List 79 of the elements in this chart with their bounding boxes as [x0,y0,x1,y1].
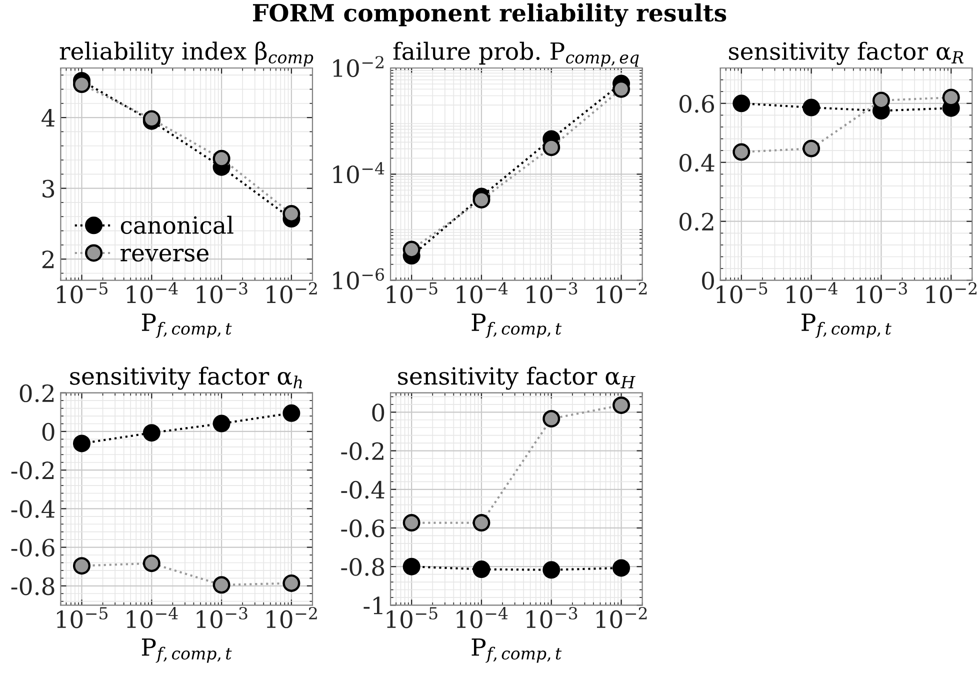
x-tick-label: 10$^{−4}$ [456,282,508,304]
y-tick-label: 10$^{−2}$ [333,56,384,78]
x-tick-label: 10$^{−5}$ [386,607,438,628]
y-tick-label: 2 [42,250,54,268]
chart-title: failure prob. P$_{comp,eq}$ [393,42,639,67]
point [612,559,630,577]
x-tick-label: 10$^{−5}$ [716,282,768,304]
x-tick-label: 10$^{−3}$ [196,606,248,628]
point [402,240,420,258]
point [542,410,560,428]
y-tick-label: 0.2 [20,384,54,402]
point [402,558,420,576]
x-axis-title: P$_{f,comp,t}$ [142,314,232,338]
legend-label: canonical [120,216,234,234]
point [142,424,160,442]
x-axis-title: P$_{f,comp,t}$ [472,314,562,338]
point [612,396,630,414]
y-tick-label: 0.2 [680,212,714,231]
x-tick-label: 10$^{−2}$ [596,282,647,304]
point [142,554,160,572]
point [282,404,300,422]
chart-title: reliability index β$_{comp}$ [60,41,314,67]
y-tick-label: -0.8 [11,577,54,596]
point [402,514,420,532]
y-tick-label: 10$^{−4}$ [333,162,384,184]
x-tick-label: 10$^{−2}$ [926,282,976,304]
point [212,576,230,594]
point [282,574,300,592]
x-tick-label: 10$^{−2}$ [266,606,317,628]
y-tick-label: -0.4 [11,500,55,518]
point [472,514,490,532]
y-tick-label: 0 [42,422,54,441]
x-axis-title: P$_{f,comp,t}$ [802,314,892,338]
y-tick-label: 0 [702,272,714,290]
point [212,414,230,432]
y-tick-label: 0.4 [680,154,714,172]
x-tick-label: 10$^{−3}$ [196,282,248,304]
chart-title: sensitivity factor α$_{R}$ [729,42,964,65]
y-tick-label: 0 [372,404,384,422]
x-tick-label: 10$^{−3}$ [526,282,578,304]
y-tick-label: -0.2 [341,442,384,460]
x-tick-label: 10$^{−5}$ [56,282,108,304]
x-tick-label: 10$^{−5}$ [56,607,108,628]
point [802,98,820,116]
x-tick-label: 10$^{−2}$ [266,282,317,304]
y-tick-label: -0.6 [341,519,384,538]
x-tick-label: 10$^{−5}$ [386,282,438,304]
x-tick-label: 10$^{−4}$ [786,282,838,304]
point [542,138,560,156]
y-tick-label: 4 [42,108,55,127]
y-tick-label: -0.6 [11,538,54,557]
x-axis-title: P$_{f,comp,t}$ [142,638,232,663]
x-tick-label: 10$^{−3}$ [526,606,578,628]
point [72,557,90,575]
y-tick-label: 0.6 [680,94,714,113]
y-tick-label: -0.8 [341,558,384,576]
point [212,150,230,168]
x-tick-label: 10$^{−3}$ [856,282,907,304]
x-tick-label: 10$^{−4}$ [456,606,508,628]
y-tick-label: 10$^{−6}$ [333,268,384,290]
point [732,143,750,161]
y-tick-label: -1 [364,596,382,614]
y-tick-label: 3 [42,180,54,198]
chart-title: sensitivity factor α$_{h}$ [70,366,302,390]
y-tick-label: -0.4 [341,480,384,499]
x-tick-label: 10$^{−4}$ [126,282,178,304]
x-tick-label: 10$^{−2}$ [596,606,647,628]
y-tick-label: -0.2 [11,462,54,480]
legend-label: reverse [120,248,208,262]
chart-title: sensitivity factor α$_{H}$ [398,366,636,390]
x-axis-title: P$_{f,comp,t}$ [472,638,562,663]
point [72,76,90,94]
point [732,94,750,112]
point [72,434,90,452]
text: FORM component reliability results [253,3,726,27]
point [542,561,560,579]
x-tick-label: 10$^{−4}$ [126,606,178,628]
point [472,560,490,578]
point [802,140,820,158]
